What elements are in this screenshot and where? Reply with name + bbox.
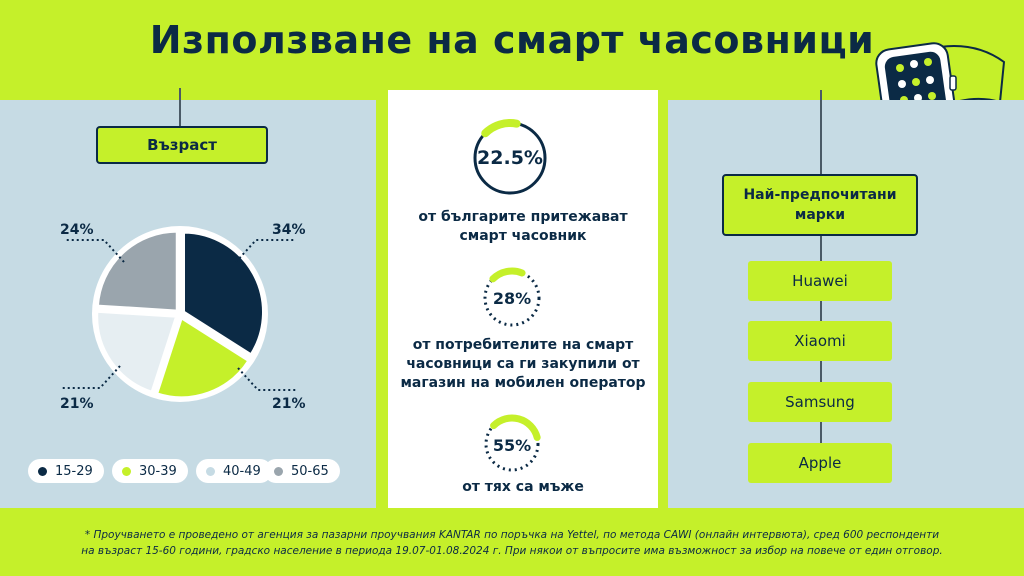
stat-text-2: от потребителите на смарт часовници са ги… bbox=[388, 336, 658, 393]
brands-panel bbox=[668, 100, 1024, 508]
brands-label-line1: Най-предпочитани bbox=[743, 187, 897, 203]
leader-line-34 bbox=[235, 239, 296, 263]
gauge-arc bbox=[481, 119, 521, 138]
leader-line-21-right bbox=[237, 367, 298, 391]
stat-text-1-line1: от българите притежават bbox=[418, 209, 628, 225]
legend-dot bbox=[274, 466, 283, 476]
stat-text-3: от тях са мъже bbox=[462, 479, 584, 495]
footer-note: * Проучването е проведено от агенция за … bbox=[0, 527, 1024, 559]
legend-label: 30-39 bbox=[139, 463, 177, 479]
brand-xiaomi: Xiaomi bbox=[748, 321, 892, 361]
stat-value-3: 55% bbox=[492, 436, 532, 455]
stat-text-1-line2: смарт часовник bbox=[459, 228, 587, 244]
pie-slice-40-49 bbox=[95, 309, 179, 395]
footer-line1: * Проучването е проведено от агенция за … bbox=[84, 529, 940, 541]
pie-label-24: 24% bbox=[60, 222, 94, 238]
age-connector-line bbox=[179, 88, 181, 128]
brands-connector-line bbox=[820, 90, 822, 175]
pie-slice-50-65 bbox=[95, 229, 179, 313]
stat-text-2-line1: от потребителите на смарт bbox=[412, 337, 634, 353]
stat-value-2: 28% bbox=[492, 289, 532, 308]
page-title: Използване на смарт часовници bbox=[149, 18, 875, 62]
stat-text-1: от българите притежават смарт часовник bbox=[388, 208, 658, 246]
pie-label-21-right: 21% bbox=[272, 396, 306, 412]
gauge-arc bbox=[489, 267, 526, 283]
stat-gauge-2 bbox=[483, 267, 541, 327]
stat-value-1: 22.5% bbox=[477, 147, 543, 169]
brand-huawei: Huawei bbox=[748, 261, 892, 301]
stat-gauge-1 bbox=[473, 119, 547, 195]
age-label: Възраст bbox=[96, 126, 268, 164]
legend-item: 50-65 bbox=[264, 459, 340, 483]
legend-dot bbox=[206, 466, 215, 476]
legend-item: 40-49 bbox=[196, 459, 272, 483]
leader-line-24 bbox=[64, 239, 125, 263]
legend-item: 30-39 bbox=[112, 459, 188, 483]
pie-label-34: 34% bbox=[272, 222, 306, 238]
legend-label: 40-49 bbox=[223, 463, 261, 479]
brand-apple: Apple bbox=[748, 443, 892, 483]
stat-gauge-3 bbox=[484, 414, 541, 472]
stat-text-2-line2: часовници са ги закупили от bbox=[406, 356, 640, 372]
legend-dot bbox=[122, 466, 131, 476]
legend-label: 15-29 bbox=[55, 463, 93, 479]
legend-dot bbox=[38, 466, 47, 476]
pie-label-21-left: 21% bbox=[60, 396, 94, 412]
legend-label: 50-65 bbox=[291, 463, 329, 479]
age-pie-chart bbox=[60, 226, 298, 402]
stat-text-2-line3: магазин на мобилен оператор bbox=[400, 375, 646, 391]
legend-item: 15-29 bbox=[28, 459, 104, 483]
brands-label: Най-предпочитани марки bbox=[722, 174, 918, 236]
gauge-arc bbox=[490, 414, 541, 441]
brands-label-line2: марки bbox=[794, 207, 846, 223]
brand-samsung: Samsung bbox=[748, 382, 892, 422]
leader-line-21-left bbox=[60, 365, 121, 389]
pie-slice-30-39 bbox=[154, 315, 251, 400]
pie-slice-15-29 bbox=[182, 230, 266, 358]
footer-line2: на възраст 15-60 години, градско населен… bbox=[81, 545, 943, 557]
